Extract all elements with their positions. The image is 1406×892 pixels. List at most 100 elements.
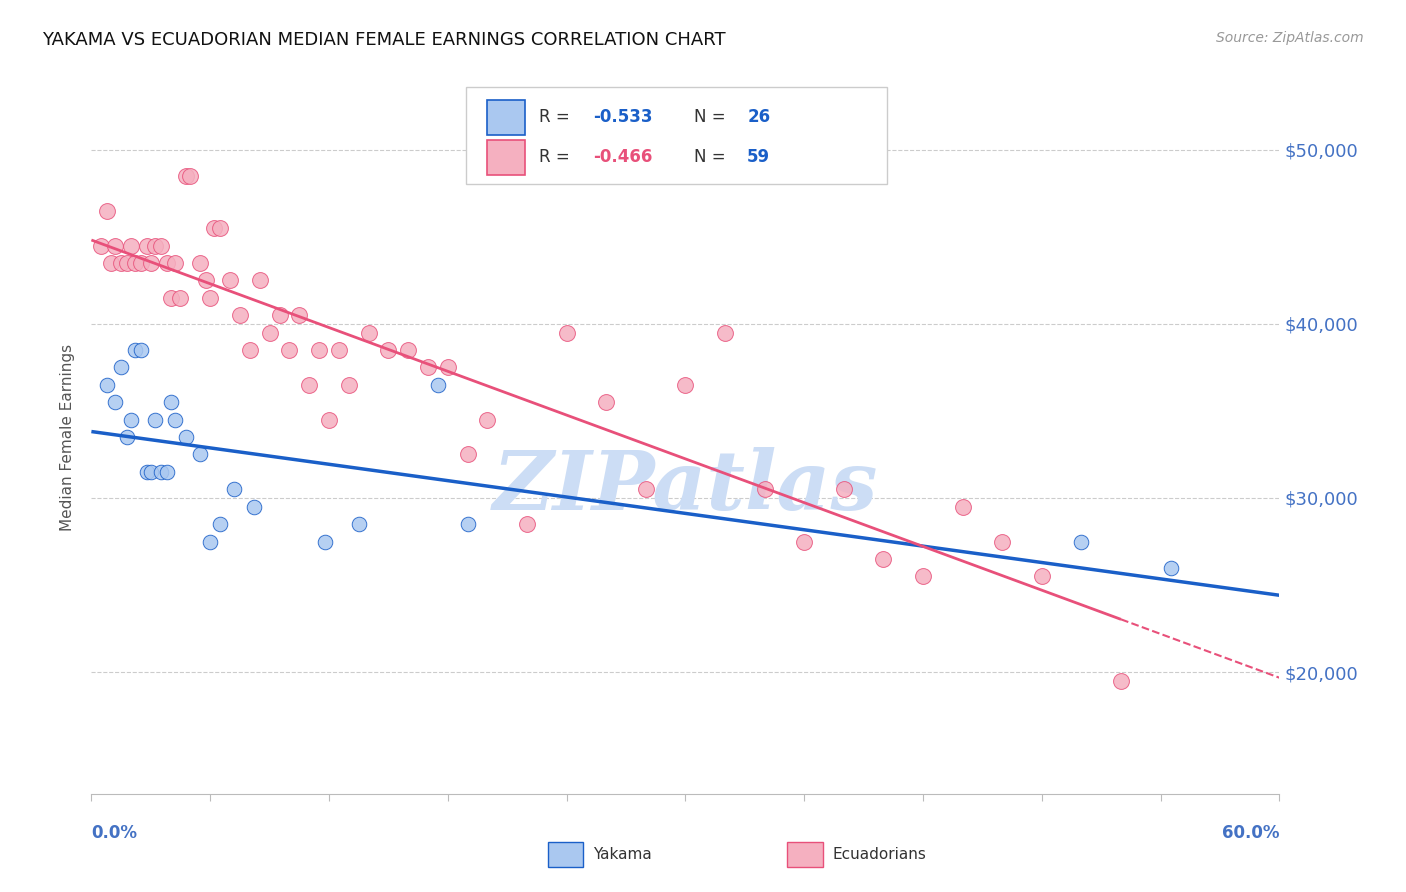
Point — [90, 238, 112, 252]
Point — [149, 465, 172, 479]
Point — [239, 343, 262, 357]
Point — [139, 465, 162, 479]
Point — [308, 343, 330, 357]
Point — [156, 465, 179, 479]
Point — [163, 256, 186, 270]
Bar — [548, 842, 583, 867]
Point — [314, 534, 336, 549]
Point — [96, 203, 118, 218]
Point — [555, 326, 578, 340]
Point — [209, 221, 232, 235]
Point — [872, 552, 894, 566]
Text: R =: R = — [540, 109, 575, 127]
Text: Yakama: Yakama — [593, 847, 652, 862]
Point — [714, 326, 737, 340]
Point — [1070, 534, 1092, 549]
Y-axis label: Median Female Earnings: Median Female Earnings — [60, 343, 76, 531]
Point — [135, 238, 157, 252]
Bar — [787, 842, 823, 867]
Point — [202, 221, 225, 235]
Point — [188, 448, 211, 462]
Point — [457, 517, 479, 532]
Point — [100, 256, 122, 270]
Point — [120, 238, 142, 252]
Point — [1109, 673, 1132, 688]
Point — [298, 377, 321, 392]
Point — [110, 256, 132, 270]
Point — [242, 500, 264, 514]
Point — [124, 256, 146, 270]
Point — [259, 326, 281, 340]
Point — [159, 291, 181, 305]
Point — [278, 343, 301, 357]
Point — [129, 343, 152, 357]
Point — [832, 483, 855, 497]
Text: 26: 26 — [747, 109, 770, 127]
Text: -0.466: -0.466 — [593, 148, 652, 166]
Point — [143, 412, 166, 426]
Point — [176, 169, 198, 183]
Point — [104, 395, 127, 409]
Point — [249, 273, 271, 287]
Point — [143, 238, 166, 252]
Point — [754, 483, 776, 497]
Point — [1031, 569, 1053, 583]
Point — [110, 360, 132, 375]
Point — [634, 483, 657, 497]
Bar — [486, 100, 524, 136]
Point — [426, 377, 449, 392]
Point — [219, 273, 242, 287]
Point — [188, 256, 211, 270]
Point — [200, 534, 222, 549]
Point — [195, 273, 218, 287]
Text: ZIPatlas: ZIPatlas — [492, 447, 879, 527]
Point — [328, 343, 350, 357]
Text: -0.533: -0.533 — [593, 109, 652, 127]
Point — [318, 412, 340, 426]
Point — [159, 395, 181, 409]
Text: 60.0%: 60.0% — [1222, 824, 1279, 842]
Point — [952, 500, 974, 514]
Text: 59: 59 — [747, 148, 770, 166]
Point — [104, 238, 127, 252]
Text: 0.0%: 0.0% — [91, 824, 138, 842]
Point — [911, 569, 934, 583]
Point — [139, 256, 162, 270]
Text: N =: N = — [693, 148, 731, 166]
Text: R =: R = — [540, 148, 575, 166]
Point — [436, 360, 458, 375]
Point — [135, 465, 157, 479]
Point — [347, 517, 370, 532]
Text: N =: N = — [693, 109, 731, 127]
Point — [595, 395, 617, 409]
Text: YAKAMA VS ECUADORIAN MEDIAN FEMALE EARNINGS CORRELATION CHART: YAKAMA VS ECUADORIAN MEDIAN FEMALE EARNI… — [42, 31, 725, 49]
Point — [222, 483, 245, 497]
Bar — [486, 139, 524, 175]
Point — [229, 308, 252, 322]
Point — [793, 534, 815, 549]
Point — [377, 343, 399, 357]
Point — [457, 448, 479, 462]
Point — [96, 377, 118, 392]
Point — [179, 169, 201, 183]
Point — [416, 360, 439, 375]
Point — [169, 291, 191, 305]
Point — [1160, 560, 1182, 574]
Point — [288, 308, 311, 322]
Point — [673, 377, 696, 392]
Point — [269, 308, 291, 322]
Point — [149, 238, 172, 252]
Point — [163, 412, 186, 426]
Point — [516, 517, 538, 532]
Point — [200, 291, 222, 305]
Point — [337, 377, 360, 392]
Point — [991, 534, 1014, 549]
Point — [357, 326, 380, 340]
Bar — [465, 87, 887, 184]
Point — [477, 412, 499, 426]
Point — [176, 430, 198, 444]
Point — [115, 430, 138, 444]
Text: Ecuadorians: Ecuadorians — [832, 847, 927, 862]
Point — [156, 256, 179, 270]
Point — [115, 256, 138, 270]
